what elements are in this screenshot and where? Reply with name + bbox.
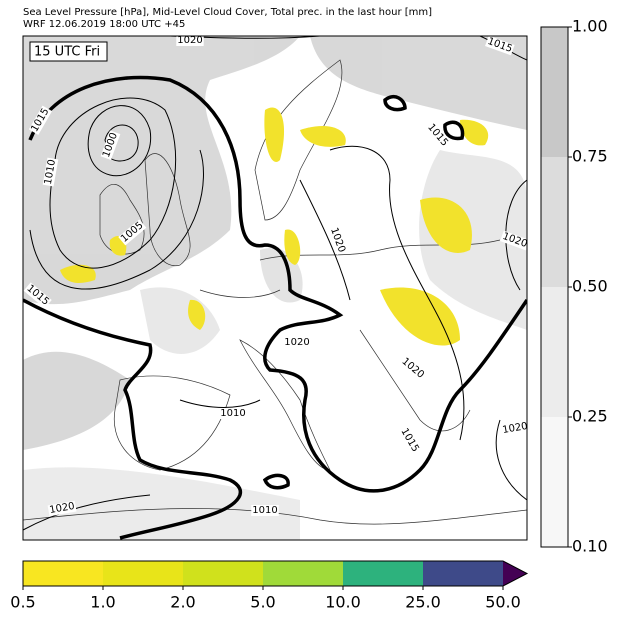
precip-colorbar-segment xyxy=(23,561,103,586)
isobar-label-bg xyxy=(47,500,77,517)
precip-colorbar-label: 5.0 xyxy=(250,593,275,612)
precip-colorbar-segment xyxy=(343,561,423,586)
cloud-colorbar-segment xyxy=(541,287,568,417)
isobar-label-bg xyxy=(251,505,279,516)
cloud-colorbar-segment xyxy=(541,157,568,287)
isobar-label-bg xyxy=(28,105,53,135)
precip-colorbar-segment xyxy=(423,561,503,586)
precip-colorbar-label: 50.0 xyxy=(485,593,521,612)
isobar-label-bg xyxy=(23,282,52,309)
precip-colorbar-label: 1.0 xyxy=(90,593,115,612)
map-frame xyxy=(22,35,528,541)
isobar-label-bg xyxy=(176,36,204,46)
isobar-label-bg xyxy=(327,225,348,255)
isobar-label: 1010 xyxy=(252,505,277,516)
precip-colorbar-label: 0.5 xyxy=(10,593,35,612)
cloud-colorbar-segment xyxy=(541,27,568,157)
isobar-label: 1010 xyxy=(220,408,245,419)
isobar-label: 1020 xyxy=(177,35,202,46)
isobar-label: 1020 xyxy=(502,421,529,436)
precip-colorbar-label: 2.0 xyxy=(170,593,195,612)
precipitation xyxy=(60,107,489,346)
isobar-label-bg xyxy=(219,408,247,419)
precip-colorbar-frame xyxy=(22,560,529,587)
cloud-cover xyxy=(23,36,527,540)
cloud-colorbar-label: 0.25 xyxy=(572,407,608,426)
precip-colorbar-over xyxy=(503,561,527,586)
isobar-label-bg xyxy=(424,121,451,150)
isobar-label-bg xyxy=(100,130,121,160)
isobar-label: 1020 xyxy=(49,501,76,516)
precip-colorbar-segment xyxy=(103,561,183,586)
isobar-label-bg xyxy=(500,230,527,251)
cloud-colorbar-label: 0.10 xyxy=(572,537,608,556)
cloud-colorbar-segment xyxy=(541,417,568,547)
isobar-label-bg xyxy=(398,355,427,382)
isobar-label-bg xyxy=(42,157,59,187)
cloud-colorbar-label: 0.50 xyxy=(572,277,608,296)
isobar-label-bg xyxy=(397,425,422,455)
isobar-label-bg xyxy=(485,36,515,56)
cloud-colorbar-label: 0.75 xyxy=(572,147,608,166)
precip-colorbar-label: 25.0 xyxy=(405,593,441,612)
isobar-label-bg xyxy=(500,420,527,437)
isobar-label-bg xyxy=(283,337,311,348)
isobar-label: 1010 xyxy=(43,159,58,186)
title-line: Sea Level Pressure [hPa], Mid-Level Clou… xyxy=(23,7,432,18)
time-label: 15 UTC Fri xyxy=(34,45,100,60)
title-line: WRF 12.06.2019 18:00 UTC +45 xyxy=(23,19,185,30)
cloud-colorbar-label: 1.00 xyxy=(572,17,608,36)
precip-colorbar-segment xyxy=(183,561,263,586)
isobar-label-bg xyxy=(118,219,147,246)
isobar-label: 1020 xyxy=(284,337,309,348)
precip-colorbar-label: 10.0 xyxy=(325,593,361,612)
time-box xyxy=(29,41,108,62)
precip-colorbar-segment xyxy=(263,561,343,586)
